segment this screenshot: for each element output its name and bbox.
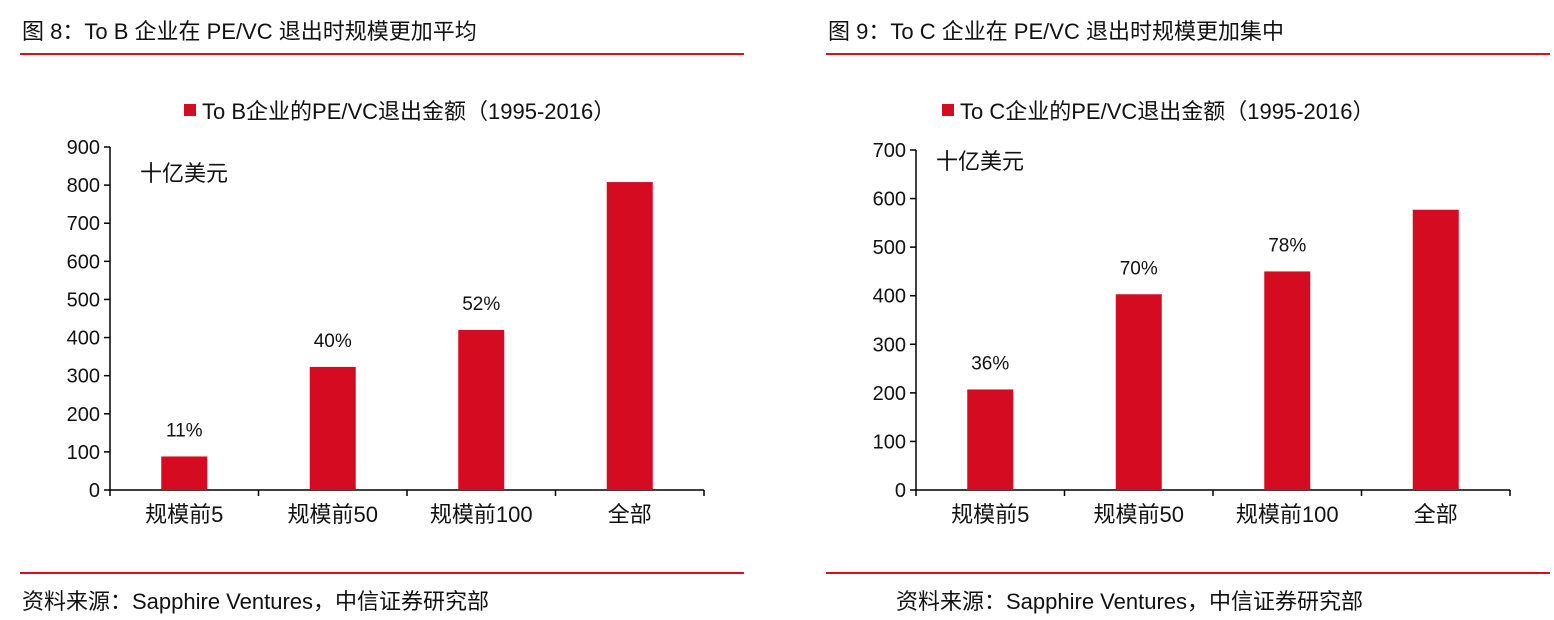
bar-4 bbox=[1412, 209, 1459, 490]
y-tick-label: 400 bbox=[67, 328, 100, 350]
data-label: 36% bbox=[971, 353, 1009, 374]
y-tick-label: 600 bbox=[873, 189, 906, 211]
y-tick-label: 100 bbox=[873, 431, 906, 453]
x-category-label: 规模前50 bbox=[1094, 502, 1184, 527]
y-unit-label: 十亿美元 bbox=[140, 161, 229, 186]
y-tick-label: 0 bbox=[89, 480, 100, 502]
source-note: 资料来源：Sapphire Ventures，中信证券研究部 bbox=[896, 589, 1364, 614]
y-tick-label: 800 bbox=[67, 175, 100, 197]
legend-label: To C企业的PE/VC退出金额（1995-2016） bbox=[960, 99, 1375, 124]
title-divider bbox=[20, 53, 744, 55]
legend-label: To B企业的PE/VC退出金额（1995-2016） bbox=[202, 99, 616, 124]
x-category-label: 规模前5 bbox=[951, 502, 1029, 527]
y-tick-label: 300 bbox=[873, 334, 906, 356]
title-divider bbox=[826, 53, 1550, 55]
legend-swatch bbox=[184, 104, 196, 116]
source-divider bbox=[20, 572, 744, 574]
x-category-label: 全部 bbox=[608, 502, 652, 527]
chart-legend: To B企业的PE/VC退出金额（1995-2016） bbox=[184, 96, 615, 124]
y-tick-label: 500 bbox=[67, 289, 100, 311]
x-category-label: 规模前5 bbox=[145, 502, 223, 527]
bar-3 bbox=[458, 329, 505, 490]
bar-3 bbox=[1264, 271, 1311, 490]
y-tick-label: 600 bbox=[67, 251, 100, 273]
y-tick-label: 700 bbox=[873, 140, 906, 162]
y-unit-label: 十亿美元 bbox=[936, 149, 1025, 174]
data-label: 11% bbox=[166, 420, 203, 441]
bar-chart-toc: 0 100 200 300 400 500 600 700 36% 规模前5 70% 规模前50 78%… bbox=[873, 140, 1511, 527]
bar-chart-tob: 0 100 200 300 400 500 600 700 800 900 11% 规模前5 40% 规模… bbox=[67, 137, 705, 527]
bar-4 bbox=[606, 182, 653, 490]
figure-panel-toc: 图 9：To C 企业在 PE/VC 退出时规模更加集中 To C企业的PE/V… bbox=[826, 0, 1550, 620]
y-tick-label: 200 bbox=[67, 404, 100, 426]
y-tick-label: 200 bbox=[873, 383, 906, 405]
data-label: 52% bbox=[462, 294, 500, 315]
chart-legend: To C企业的PE/VC退出金额（1995-2016） bbox=[942, 96, 1374, 124]
y-tick-label: 700 bbox=[67, 213, 100, 235]
bar-2 bbox=[309, 366, 356, 490]
y-tick-label: 0 bbox=[895, 480, 906, 502]
y-tick-label: 300 bbox=[67, 366, 100, 388]
y-tick-label: 900 bbox=[67, 137, 100, 159]
y-tick-label: 100 bbox=[67, 442, 100, 464]
bar-1 bbox=[967, 389, 1014, 490]
data-label: 78% bbox=[1268, 235, 1306, 256]
y-tick-label: 400 bbox=[873, 286, 906, 308]
data-label: 40% bbox=[314, 331, 352, 352]
legend-swatch bbox=[942, 104, 954, 116]
figure-title: 图 8：To B 企业在 PE/VC 退出时规模更加平均 bbox=[22, 19, 477, 44]
y-tick-label: 500 bbox=[873, 237, 906, 259]
bar-1 bbox=[161, 456, 208, 490]
x-category-label: 全部 bbox=[1414, 502, 1458, 527]
data-label: 70% bbox=[1120, 258, 1158, 279]
figure-panel-tob: 图 8：To B 企业在 PE/VC 退出时规模更加平均 To B企业的PE/V… bbox=[20, 0, 744, 620]
x-category-label: 规模前50 bbox=[288, 502, 378, 527]
figure-title: 图 9：To C 企业在 PE/VC 退出时规模更加集中 bbox=[828, 19, 1284, 44]
x-category-label: 规模前100 bbox=[430, 502, 533, 527]
x-category-label: 规模前100 bbox=[1236, 502, 1339, 527]
source-divider bbox=[826, 572, 1550, 574]
source-note: 资料来源：Sapphire Ventures，中信证券研究部 bbox=[22, 589, 490, 614]
bar-2 bbox=[1115, 294, 1162, 490]
